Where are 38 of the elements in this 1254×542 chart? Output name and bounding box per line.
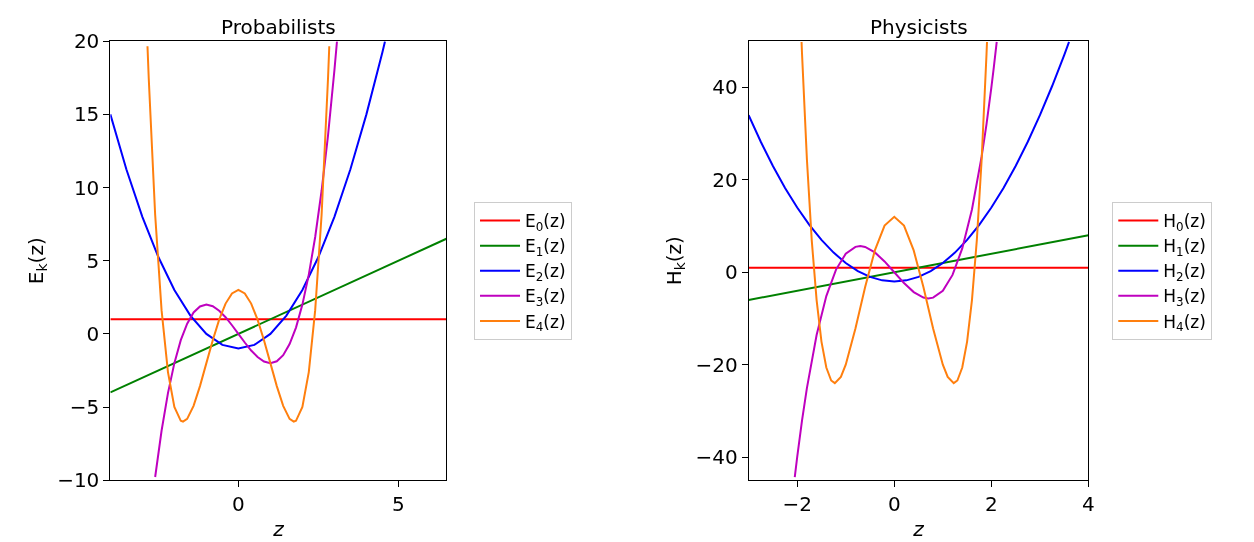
y-tick-label: 15 (73, 102, 100, 127)
y-tick-label: 0 (86, 321, 100, 346)
legend-label: H$_{3}$(z) (1163, 286, 1206, 310)
x-axis-title: z (912, 516, 925, 541)
y-tick-label: 5 (86, 248, 100, 273)
y-tick-label: −40 (695, 445, 738, 470)
legend-label: E$_{2}$(z) (525, 261, 566, 284)
line-series (110, 41, 386, 350)
x-axis-title: z (272, 516, 285, 541)
legend-label: E$_{0}$(z) (525, 211, 566, 234)
legend-label: E$_{4}$(z) (525, 311, 566, 335)
x-tick-label: 0 (232, 492, 245, 517)
y-tick-label: 20 (73, 29, 100, 54)
x-tick-label: 2 (985, 492, 998, 517)
legend-label: H$_{4}$(z) (1163, 311, 1206, 335)
y-tick-label: 0 (724, 260, 738, 285)
y-tick-label: −10 (57, 468, 100, 493)
y-tick-label: 10 (73, 175, 100, 200)
legend-label: H$_{1}$(z) (1163, 236, 1206, 259)
line-series (800, 41, 989, 385)
line-series (154, 41, 338, 478)
y-tick-label: −5 (69, 395, 100, 420)
legend-label: E$_{1}$(z) (525, 236, 566, 259)
line-series (793, 41, 998, 479)
y-tick-label: 40 (712, 75, 738, 100)
chart-title: Physicists (870, 15, 968, 39)
x-tick-label: 4 (1082, 492, 1095, 517)
chart-title: Probabilists (221, 15, 336, 39)
legend-label: H$_{2}$(z) (1163, 261, 1206, 284)
legend-label: E$_{3}$(z) (525, 286, 566, 310)
y-tick-label: 20 (712, 167, 738, 192)
line-series (146, 45, 331, 423)
x-tick-label: 0 (887, 492, 901, 517)
x-tick-label: −2 (782, 492, 812, 517)
legend-label: H$_{0}$(z) (1163, 211, 1206, 234)
x-tick-label: 5 (392, 492, 405, 517)
y-tick-label: −20 (695, 352, 738, 377)
line-series (748, 41, 1071, 283)
